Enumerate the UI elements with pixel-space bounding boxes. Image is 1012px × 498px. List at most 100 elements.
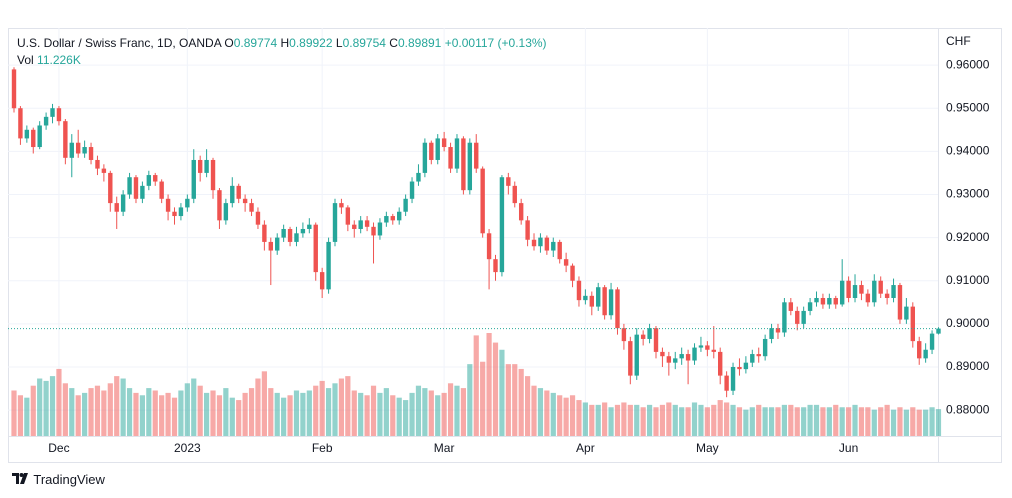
volume-bar xyxy=(409,392,415,436)
candle-body xyxy=(435,138,440,160)
volume-bar xyxy=(126,388,133,436)
volume-bar xyxy=(935,409,942,436)
candle-body xyxy=(275,237,280,251)
volume-bar xyxy=(210,390,216,436)
candle-body xyxy=(454,138,460,169)
close-value: 0.89891 xyxy=(397,36,442,50)
candle-body xyxy=(480,168,485,234)
volume-bar xyxy=(839,407,845,436)
candle-body xyxy=(262,224,267,242)
volume-bar xyxy=(749,407,755,436)
candle-body xyxy=(339,203,344,208)
volume-bar xyxy=(569,395,576,436)
candle-body xyxy=(223,203,229,221)
candle-body xyxy=(814,297,819,303)
volume-bar xyxy=(646,404,653,436)
volume-bar xyxy=(537,388,544,436)
volume-bar xyxy=(454,385,460,436)
volume-bar xyxy=(826,407,832,436)
volume-bar xyxy=(756,404,762,436)
ohlc-label: C xyxy=(389,36,398,50)
brand[interactable]: TradingView xyxy=(12,472,105,487)
volume-bar xyxy=(608,407,614,436)
candle-body xyxy=(43,116,49,126)
volume-bar xyxy=(743,409,749,436)
low-value: 0.89754 xyxy=(342,36,386,50)
volume-bar xyxy=(736,407,743,436)
volume-bar xyxy=(492,342,499,436)
volume-bar xyxy=(525,376,531,436)
candle-body xyxy=(583,295,588,301)
candle-body xyxy=(345,207,351,225)
candle-body xyxy=(364,220,370,227)
candle-body xyxy=(416,172,421,182)
volume-bar xyxy=(101,390,107,436)
candle-body xyxy=(230,185,235,204)
volume-bar xyxy=(133,392,139,436)
candle-body xyxy=(185,198,190,208)
volume-bar xyxy=(614,404,621,436)
candle-body xyxy=(910,306,915,342)
volume-bar xyxy=(447,383,454,436)
brand-name: TradingView xyxy=(33,472,105,487)
open-value: 0.89774 xyxy=(233,36,278,50)
candle-body xyxy=(172,211,177,217)
volume-label: Vol xyxy=(17,53,34,67)
volume-bar xyxy=(717,400,723,436)
candle-body xyxy=(146,175,152,186)
volume-bar xyxy=(762,407,768,436)
candle-body xyxy=(711,349,716,352)
volume-bar xyxy=(351,390,357,436)
volume-bar xyxy=(159,395,165,436)
volume-bar xyxy=(602,402,608,436)
candle-body xyxy=(377,222,383,236)
candle-body xyxy=(63,121,68,158)
candle-body xyxy=(904,306,909,320)
candle-body xyxy=(300,228,306,234)
candle-body xyxy=(461,138,466,191)
high-value: 0.89922 xyxy=(289,36,333,50)
candle-body xyxy=(422,142,428,173)
candle-body xyxy=(140,185,145,199)
candle-body xyxy=(210,159,216,191)
volume-bar xyxy=(223,388,229,436)
y-tick-label: 0.95000 xyxy=(946,100,990,114)
volume-bar xyxy=(473,335,479,436)
candle-body xyxy=(441,138,447,148)
candle-body xyxy=(557,241,562,260)
candle-body xyxy=(615,289,620,329)
candle-body xyxy=(88,147,94,160)
candle-body xyxy=(37,125,42,148)
candle-body xyxy=(865,293,871,303)
volume-bar xyxy=(370,385,377,436)
volume-bar xyxy=(621,402,627,436)
volume-bar xyxy=(146,388,152,436)
volume-bar xyxy=(255,378,261,436)
volume-bar xyxy=(17,395,24,436)
volume-bar xyxy=(396,397,402,436)
volume-bar xyxy=(403,400,409,436)
x-tick-label: 2023 xyxy=(174,441,201,455)
candle-body xyxy=(127,177,132,195)
candle-body xyxy=(730,366,736,391)
volume-bar xyxy=(794,407,800,436)
volume-bar xyxy=(383,388,389,436)
volume-bar xyxy=(788,404,794,436)
candle-body xyxy=(801,310,806,324)
x-tick-label: Apr xyxy=(576,441,595,455)
volume-bar xyxy=(319,380,325,436)
volume-bar xyxy=(377,392,383,436)
candle-body xyxy=(640,334,646,339)
candle-body xyxy=(827,297,832,305)
volume-bar xyxy=(884,404,890,436)
volume-bar xyxy=(184,383,190,436)
volume-bar xyxy=(332,383,338,436)
volume-bar xyxy=(627,404,633,436)
candle-body xyxy=(191,159,196,199)
volume-bar xyxy=(460,388,466,436)
candle-body xyxy=(673,358,678,363)
ohlc-label: H xyxy=(280,36,290,50)
candle-body xyxy=(788,302,794,311)
volume-bar xyxy=(666,402,672,436)
candle-body xyxy=(352,224,357,229)
